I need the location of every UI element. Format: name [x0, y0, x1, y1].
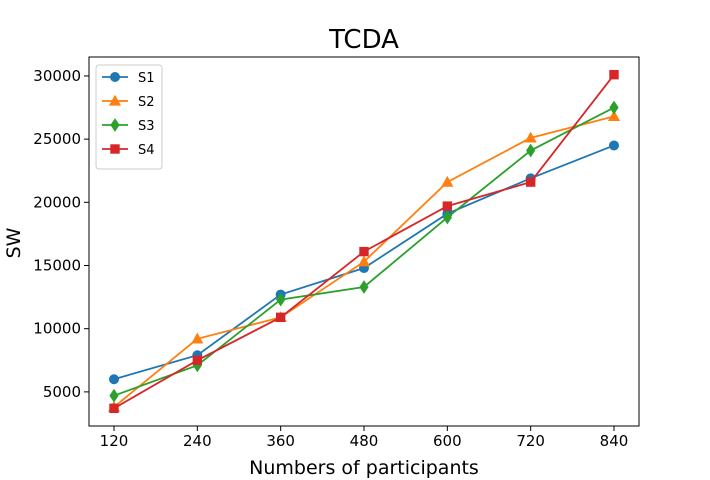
x-tick-label: 720	[516, 432, 545, 450]
data-point-s4	[609, 69, 619, 80]
legend-marker-s1	[110, 72, 120, 82]
legend-item-s1: S1	[102, 71, 155, 86]
data-point-s2	[524, 131, 537, 143]
x-tick-label: 480	[350, 432, 379, 450]
x-tick-label: 840	[600, 432, 629, 450]
data-point-s1	[609, 140, 619, 151]
data-point-s4	[442, 201, 453, 211]
data-point-s4	[525, 177, 536, 187]
plot-area: 120 240 360 480 600 720 840 5000 10000 15000 20000…	[33, 56, 640, 450]
data-point-s4	[109, 403, 119, 414]
legend-box	[95, 64, 163, 170]
x-tick-label: 600	[433, 432, 462, 450]
data-point-s2	[191, 332, 204, 344]
x-axis-label: Numbers of participants	[249, 457, 479, 479]
legend-label-s2: S2	[138, 95, 155, 110]
series-s3	[109, 100, 619, 403]
legend-item-s2: S2	[102, 94, 155, 110]
y-tick-label: 25000	[33, 130, 81, 148]
y-tick-label: 30000	[33, 67, 81, 85]
y-tick-label: 5000	[43, 383, 81, 401]
y-tick-label: 15000	[33, 257, 81, 275]
chart-title: TCDA	[328, 25, 399, 55]
y-tick-label: 20000	[33, 193, 81, 211]
legend-marker-s4	[110, 144, 120, 154]
legend: S1 S2 S3 S4	[95, 64, 163, 170]
legend-label-s1: S1	[138, 71, 155, 86]
legend-marker-s3	[110, 118, 120, 132]
legend-label-s3: S3	[138, 119, 155, 134]
data-point-s4	[192, 355, 203, 365]
legend-marker-s2	[108, 94, 122, 106]
data-point-s3	[609, 100, 619, 115]
data-point-s3	[526, 143, 536, 158]
data-point-s4	[359, 246, 369, 257]
y-tick-label: 10000	[33, 320, 81, 338]
data-point-s3	[442, 210, 452, 225]
data-point-s2	[357, 255, 371, 267]
series-s2	[107, 110, 621, 412]
data-point-s2	[607, 110, 621, 122]
data-point-s1	[109, 374, 119, 385]
x-tick-label: 240	[183, 432, 212, 450]
x-tick-label: 120	[100, 432, 129, 450]
legend-label-s4: S4	[138, 143, 155, 158]
data-point-s4	[275, 312, 286, 323]
y-axis-label: SW	[3, 227, 25, 258]
legend-item-s3: S3	[102, 118, 155, 134]
data-point-s3	[109, 388, 119, 403]
x-tick-label: 360	[266, 432, 295, 450]
data-point-s2	[441, 175, 454, 187]
legend-item-s4: S4	[102, 143, 155, 158]
data-point-s3	[359, 280, 369, 294]
series-s4	[109, 69, 619, 414]
data-point-s3	[276, 292, 286, 307]
